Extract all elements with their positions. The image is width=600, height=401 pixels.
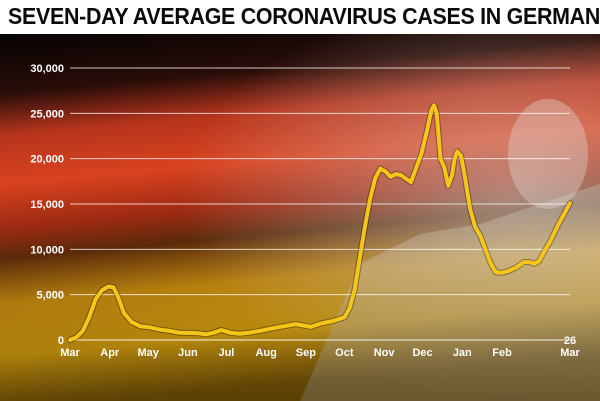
series-layer [67, 102, 573, 343]
line-chart: 30,000 25,000 20,000 15,000 10,000 5,000 0 Mar… [0, 34, 600, 401]
chart-title: SEVEN-DAY AVERAGE CORONAVIRUS CASES IN G… [8, 3, 600, 29]
x-tick-label: Aug [255, 347, 276, 359]
y-tick-label: 25,000 [30, 108, 64, 120]
y-tick-label: 0 [58, 335, 64, 347]
x-tick-label: Jul [218, 347, 234, 359]
x-tick-label: Jun [178, 347, 198, 359]
x-tick-label: Apr [100, 347, 120, 359]
x-tick-label: 26 [564, 335, 576, 347]
y-tick-label: 20,000 [30, 154, 64, 166]
x-tick-label: Mar [60, 347, 80, 359]
y-tick-label: 5,000 [36, 290, 64, 302]
x-tick-label: Sep [296, 347, 316, 359]
x-tick-label: Nov [374, 347, 396, 359]
y-axis: 30,000 25,000 20,000 15,000 10,000 5,000 0 [30, 63, 64, 347]
x-tick-label-line2: Mar [560, 347, 580, 359]
series-line [68, 103, 572, 342]
x-tick-label: Jan [453, 347, 472, 359]
x-axis: Mar Apr May Jun Jul Aug Sep Oct Nov Dec Jan Feb26Ma… [60, 335, 580, 359]
y-tick-label: 30,000 [30, 63, 64, 75]
y-tick-label: 10,000 [30, 244, 64, 256]
x-tick-label: May [138, 347, 160, 359]
x-tick-label: Oct [335, 347, 354, 359]
x-tick-label: Dec [412, 347, 432, 359]
x-tick-label: Feb [492, 347, 512, 359]
title-bar: SEVEN-DAY AVERAGE CORONAVIRUS CASES IN G… [0, 0, 600, 34]
y-tick-label: 15,000 [30, 199, 64, 211]
background-photo [0, 34, 600, 401]
